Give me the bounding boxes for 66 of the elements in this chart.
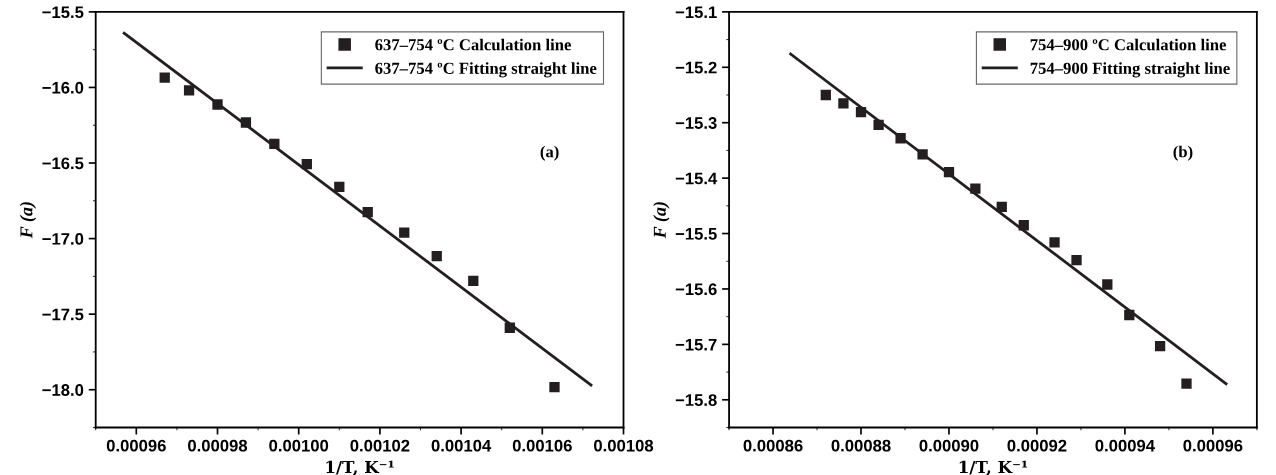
- point: [970, 183, 981, 194]
- point: [334, 181, 345, 193]
- point: [996, 201, 1007, 213]
- point: [269, 138, 280, 149]
- point: [895, 133, 906, 144]
- point: [1124, 309, 1135, 321]
- y-tick-label: −15.5: [675, 228, 717, 240]
- legend-label: 637–754 ºC Fitting straight line: [375, 62, 597, 78]
- y-tick-label: −16.0: [42, 81, 84, 94]
- annotation: (b): [1173, 145, 1193, 161]
- x-tick-label: 0.00104: [431, 439, 492, 452]
- y-tick-label: −15.1: [675, 6, 717, 19]
- point: [820, 89, 831, 101]
- x-tick-label: 0.00094: [1095, 439, 1155, 452]
- point: [838, 98, 849, 109]
- point: [1049, 237, 1060, 248]
- point: [549, 382, 560, 393]
- y-tick-label: −15.3: [675, 117, 717, 129]
- x-tick-label: 0.00092: [1007, 439, 1067, 452]
- x-tick-label: 0.00086: [743, 439, 803, 452]
- y-tick-label: −15.7: [675, 338, 717, 351]
- y-tick-label: −16.5: [42, 157, 84, 170]
- y-tick-label: −18.0: [42, 384, 84, 396]
- point: [240, 117, 252, 128]
- x-tick-label: 0.00088: [831, 439, 891, 452]
- y-tick-label: −15.2: [675, 61, 717, 74]
- x-tick-label: 0.00106: [512, 439, 572, 452]
- legend-label: 754–900 ºC Calculation line: [1030, 38, 1227, 51]
- point: [1018, 220, 1029, 231]
- y-tick-label: −17.0: [42, 232, 84, 245]
- point: [212, 99, 223, 110]
- x-tick-label: 0.00090: [919, 439, 979, 452]
- point: [183, 85, 195, 96]
- x-tick-label: 0.00096: [106, 439, 166, 452]
- point: [1071, 254, 1082, 266]
- point: [943, 166, 955, 178]
- legend-label: 754–900 Fitting straight line: [1030, 62, 1230, 78]
- point: [1181, 378, 1192, 389]
- y-tick-label: −15.4: [675, 172, 718, 185]
- y-tick-label: −15.6: [675, 283, 717, 296]
- point: [917, 149, 928, 160]
- point: [399, 227, 410, 238]
- point: [873, 119, 884, 131]
- x-tick-label: 0.00108: [594, 439, 654, 452]
- x-axis-title: 1/T, K⁻¹: [959, 460, 1028, 475]
- y-tick-label: −15.8: [675, 394, 717, 406]
- point: [159, 72, 170, 83]
- point: [504, 322, 515, 333]
- y-tick-label: −15.5: [42, 6, 84, 19]
- point: [1154, 340, 1166, 352]
- x-tick-label: 0.00096: [1183, 439, 1243, 452]
- x-axis-title: 1/T, K⁻¹: [326, 460, 394, 475]
- point: [468, 275, 479, 287]
- y-tick-label: −17.5: [42, 308, 84, 321]
- point: [431, 250, 442, 262]
- point: [301, 159, 312, 170]
- point: [362, 206, 373, 218]
- point: [1102, 279, 1113, 290]
- legend-label: 637–754 ºC Calculation line: [375, 38, 571, 51]
- x-tick-label: 0.00102: [350, 439, 410, 452]
- point: [855, 107, 867, 118]
- y-axis-title: F (a): [19, 202, 37, 239]
- x-tick-label: 0.00100: [269, 439, 329, 452]
- annotation: (a): [540, 145, 559, 161]
- x-tick-label: 0.00098: [188, 439, 248, 452]
- y-axis-title: F (a): [653, 202, 670, 239]
